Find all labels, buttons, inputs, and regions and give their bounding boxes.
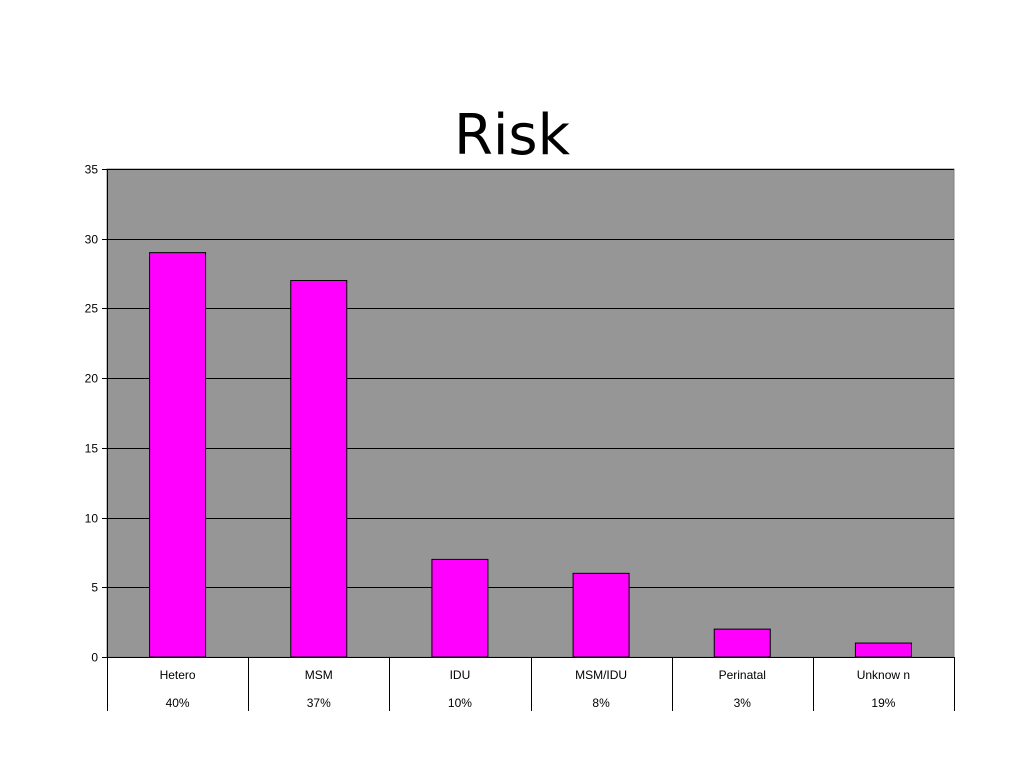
bar-idu: [431, 558, 489, 658]
percent-label-perinatal: 3%: [734, 696, 752, 710]
y-tick-label-15: 15: [85, 442, 99, 456]
x-tick-label-perinatal: Perinatal: [719, 668, 766, 682]
bar-hetero: [149, 252, 207, 658]
percent-label-msm: 37%: [307, 696, 331, 710]
x-tick-label-idu: IDU: [450, 668, 471, 682]
percent-label-unknow-n: 19%: [871, 696, 895, 710]
y-tick-label-20: 20: [85, 372, 99, 386]
bar-unknow-n: [854, 642, 912, 658]
y-tick-label-5: 5: [91, 581, 98, 595]
x-tick-label-msm-idu: MSM/IDU: [575, 668, 627, 682]
chart-title: Risk: [453, 103, 571, 168]
bar-msm-idu: [572, 572, 630, 658]
percent-label-hetero: 40%: [166, 696, 190, 710]
bar-perinatal: [713, 628, 771, 658]
percent-label-idu: 10%: [448, 696, 472, 710]
y-tick-label-0: 0: [91, 651, 98, 665]
y-tick-label-30: 30: [85, 233, 99, 247]
percent-label-msm-idu: 8%: [592, 696, 610, 710]
y-tick-label-35: 35: [85, 163, 99, 177]
x-tick-label-msm: MSM: [305, 668, 333, 682]
bar-msm: [290, 280, 348, 658]
y-tick-label-10: 10: [85, 512, 99, 526]
x-tick-label-hetero: Hetero: [160, 668, 196, 682]
x-tick-label-unknow-n: Unknow n: [857, 668, 910, 682]
y-tick-label-25: 25: [85, 302, 99, 316]
plot-area: [106, 168, 955, 658]
